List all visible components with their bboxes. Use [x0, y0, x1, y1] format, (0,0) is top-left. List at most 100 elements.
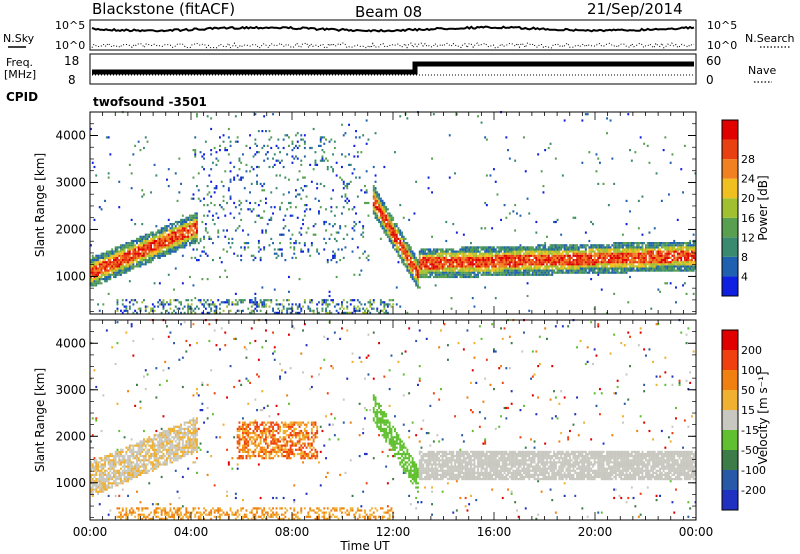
- heatmap-cell: [574, 265, 577, 268]
- heatmap-cell: [141, 242, 144, 245]
- heatmap-cell: [353, 273, 356, 276]
- heatmap-cell: [584, 248, 587, 251]
- heatmap-cell: [196, 214, 198, 217]
- heatmap-cell: [291, 142, 294, 145]
- heatmap-cell: [90, 271, 92, 274]
- heatmap-cell: [215, 187, 218, 190]
- heatmap-cell: [563, 256, 566, 259]
- heatmap-cell: [535, 254, 538, 257]
- heatmap-cell: [323, 159, 326, 162]
- heatmap-cell: [90, 127, 92, 131]
- heatmap-cell: [498, 248, 501, 251]
- heatmap-cell: [166, 227, 168, 230]
- heatmap-cell: [657, 244, 660, 247]
- heatmap-cell: [302, 138, 304, 141]
- heatmap-cell: [457, 261, 460, 264]
- heatmap-cell: [257, 239, 260, 243]
- heatmap-cell: [507, 246, 509, 249]
- heatmap-cell: [326, 299, 329, 302]
- heatmap-cell: [650, 256, 653, 259]
- heatmap-cell: [549, 250, 552, 253]
- heatmap-cell: [561, 244, 564, 247]
- heatmap-cell: [517, 267, 520, 270]
- heatmap-cell: [330, 311, 333, 314]
- heatmap-cell: [673, 269, 676, 272]
- heatmap-cell: [537, 252, 540, 255]
- heatmap-cell: [583, 254, 585, 257]
- heatmap-cell: [98, 478, 101, 481]
- heatmap-cell: [643, 248, 646, 251]
- heatmap-cell: [203, 246, 205, 249]
- heatmap-cell: [105, 488, 108, 491]
- heatmap-cell: [91, 486, 94, 489]
- heatmap-cell: [569, 250, 571, 253]
- heatmap-cell: [443, 250, 446, 253]
- heatmap-cell: [464, 265, 467, 268]
- nsky-tick-low: 10^0: [55, 39, 85, 52]
- heatmap-cell: [374, 189, 377, 192]
- heatmap-cell: [390, 239, 393, 243]
- heatmap-cell: [325, 307, 327, 310]
- heatmap-cell: [452, 254, 455, 257]
- heatmap-cell: [623, 269, 626, 272]
- heatmap-cell: [614, 242, 617, 245]
- heatmap-cell: [441, 265, 444, 268]
- heatmap-cell: [475, 275, 478, 279]
- heatmap-cell: [372, 187, 375, 190]
- heatmap-cell: [630, 254, 633, 257]
- heatmap-cell: [316, 163, 319, 166]
- heatmap-cell: [671, 250, 674, 253]
- heatmap-cell: [664, 256, 667, 259]
- heatmap-cell: [383, 311, 386, 314]
- heatmap-cell: [190, 218, 193, 221]
- heatmap-cell: [379, 206, 382, 209]
- heatmap-cell: [372, 307, 375, 310]
- heatmap-cell: [415, 282, 418, 285]
- heatmap-cell: [636, 256, 639, 259]
- heatmap-cell: [300, 309, 303, 312]
- heatmap-cell: [606, 265, 608, 268]
- heatmap-cell: [652, 265, 654, 268]
- heatmap-cell: [231, 301, 234, 304]
- heatmap-cell: [524, 271, 527, 274]
- heatmap-cell: [130, 239, 133, 243]
- heatmap-cell: [376, 193, 379, 196]
- heatmap-cell: [171, 225, 174, 228]
- heatmap-cell: [404, 246, 407, 249]
- heatmap-cell: [459, 267, 462, 270]
- heatmap-cell: [259, 301, 262, 304]
- heatmap-cell: [462, 233, 465, 236]
- heatmap-cell: [335, 231, 338, 234]
- heatmap-cell: [219, 136, 221, 139]
- heatmap-cell: [273, 288, 276, 291]
- heatmap-cell: [240, 161, 243, 164]
- heatmap-cell: [116, 452, 119, 456]
- heatmap-cell: [385, 311, 388, 314]
- heatmap-cell: [102, 482, 105, 485]
- heatmap-cell: [415, 180, 418, 183]
- heatmap-cell: [683, 242, 686, 245]
- heatmap-cell: [173, 246, 175, 249]
- heatmap-cell: [482, 248, 485, 251]
- heatmap-cell: [425, 261, 428, 264]
- heatmap-cell: [576, 271, 578, 274]
- heatmap-cell: [381, 220, 384, 224]
- heatmap-cell: [399, 242, 402, 245]
- heatmap-cell: [629, 242, 631, 245]
- heatmap-cell: [120, 517, 122, 520]
- heatmap-cell: [584, 265, 587, 268]
- heatmap-cell: [592, 263, 594, 266]
- heatmap-cell: [104, 271, 106, 274]
- heatmap-cell: [662, 256, 665, 259]
- heatmap-cell: [109, 469, 112, 472]
- heatmap-cell: [549, 269, 552, 272]
- heatmap-cell: [388, 225, 391, 228]
- heatmap-cell: [648, 244, 651, 247]
- heatmap-cell: [434, 284, 437, 287]
- heatmap-cell: [448, 271, 451, 274]
- heatmap-cell: [427, 250, 430, 253]
- heatmap-cell: [415, 259, 418, 262]
- heatmap-cell: [546, 235, 548, 238]
- heatmap-cell: [583, 250, 585, 253]
- heatmap-cell: [261, 231, 264, 234]
